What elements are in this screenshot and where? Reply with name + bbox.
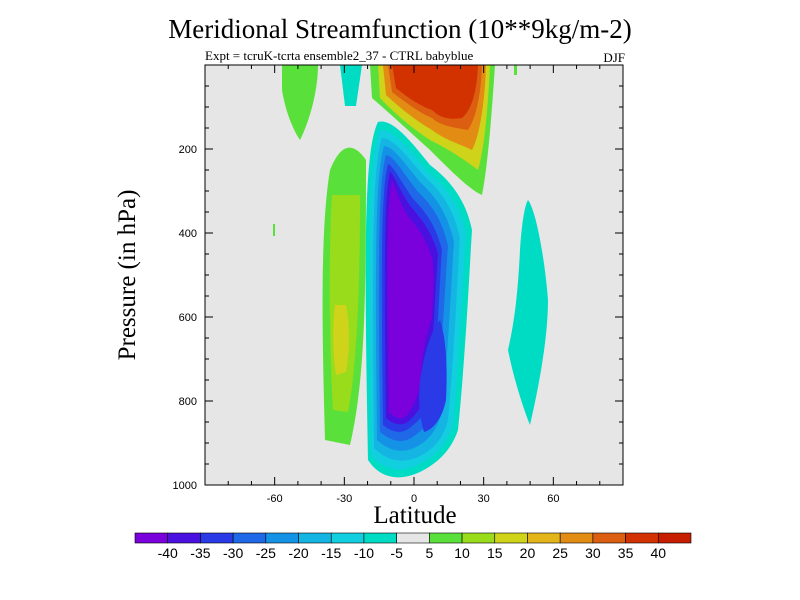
colorbar-label: 15 [487, 545, 503, 561]
colorbar-swatch [200, 532, 234, 544]
chart-title: Meridional Streamfunction (10**9kg/m-2) [168, 14, 632, 44]
colorbar-swatch [232, 532, 267, 544]
y-tick-label: 1000 [173, 480, 197, 492]
colorbar-label: -15 [321, 545, 341, 561]
colorbar-swatch [167, 532, 201, 544]
colorbar-swatch [330, 532, 365, 544]
colorbar: -40 -35 -30 -25 -20 -15 -10 -5 5 10 15 20 25 30 35 40 [134, 532, 692, 561]
x-tick-label: 60 [547, 493, 559, 505]
colorbar-label: 20 [520, 545, 536, 561]
colorbar-swatch [657, 532, 692, 544]
colorbar-swatch [134, 532, 169, 544]
colorbar-swatch [559, 532, 594, 544]
colorbar-label: 10 [454, 545, 470, 561]
y-tick-label: 200 [179, 144, 197, 156]
season-label: DJF [603, 50, 625, 65]
colorbar-label: -40 [158, 545, 178, 561]
colorbar-label: -10 [354, 545, 374, 561]
contour-cyan-top [340, 65, 362, 106]
chart-subtitle: Expt = tcruK-tcrta ensemble2_37 - CTRL b… [205, 48, 474, 63]
x-axis-label: Latitude [373, 502, 457, 529]
colorbar-label: 35 [618, 545, 634, 561]
contour-speck-top [514, 65, 517, 75]
colorbar-swatch [494, 532, 528, 544]
colorbar-label: -30 [223, 545, 243, 561]
colorbar-swatch [265, 532, 299, 544]
x-tick-label: -30 [336, 493, 352, 505]
colorbar-swatch [363, 532, 397, 544]
colorbar-label: -20 [288, 545, 308, 561]
colorbar-swatch [527, 532, 561, 544]
colorbar-swatch [461, 532, 496, 544]
x-tick-label: 0 [411, 493, 417, 505]
axes: -60 -30 0 30 60 200 400 600 800 1000 [173, 65, 624, 505]
contour-neg-40 [387, 180, 434, 419]
contour-field [273, 65, 548, 478]
contour-yellow-left [333, 305, 349, 375]
colorbar-label: 30 [585, 545, 601, 561]
colorbar-swatch [396, 532, 430, 544]
x-tick-label: -60 [267, 493, 283, 505]
contour-positive-darkred [392, 65, 478, 119]
colorbar-label: 40 [651, 545, 667, 561]
colorbar-label: -25 [256, 545, 276, 561]
colorbar-label: -5 [390, 545, 403, 561]
colorbar-label: -35 [190, 545, 210, 561]
colorbar-label: 5 [425, 545, 433, 561]
colorbar-swatch [592, 532, 626, 544]
contour-green-top [282, 65, 318, 140]
y-tick-label: 800 [179, 396, 197, 408]
y-tick-label: 400 [179, 228, 197, 240]
colorbar-label: 25 [552, 545, 568, 561]
contour-tongue [419, 320, 447, 432]
contour-cyan-right [508, 200, 548, 425]
colorbar-swatch [298, 532, 332, 544]
colorbar-swatch [625, 532, 659, 544]
contour-speck [273, 224, 275, 236]
y-tick-label: 600 [179, 312, 197, 324]
x-tick-label: 30 [478, 493, 490, 505]
colorbar-swatch [429, 532, 463, 544]
